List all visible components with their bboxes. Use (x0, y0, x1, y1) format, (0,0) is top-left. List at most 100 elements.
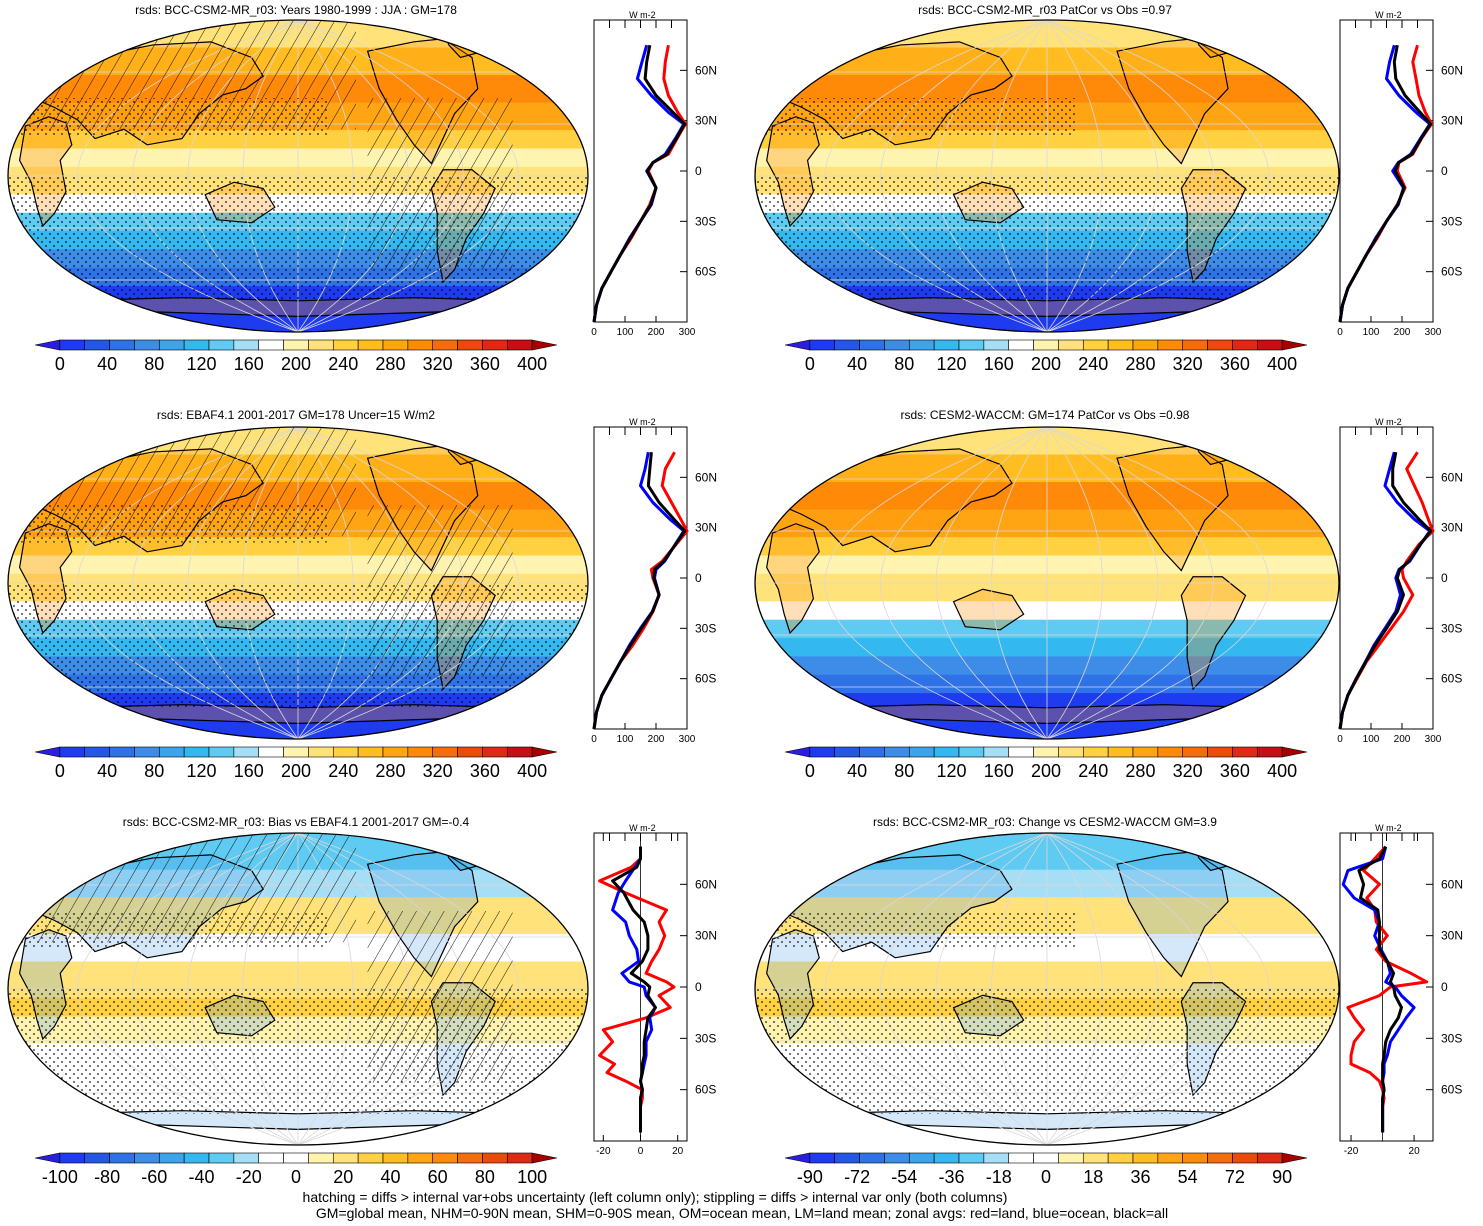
colorbar-swatch (233, 339, 260, 351)
colorbar-tick-label: 280 (375, 761, 405, 781)
colorbar-swatch (1182, 339, 1208, 351)
colorbar-swatch (506, 1152, 533, 1164)
graticule-lon (880, 427, 1048, 739)
colorbar-swatch (432, 746, 458, 758)
profile-unit-label: W m-2 (629, 10, 656, 20)
profile-x-tick-label: 0 (638, 1146, 644, 1157)
colorbar-swatch (233, 746, 260, 758)
profile-x-tick-label: -20 (596, 1146, 611, 1157)
profile-y-label: 0 (695, 571, 702, 585)
colorbar-tick-label: 160 (984, 761, 1014, 781)
profile-y-label: 60S (1441, 672, 1462, 686)
colorbar-swatch (1058, 339, 1084, 351)
panel-title-3: rsds: CESM2-WACCM: GM=174 PatCor vs Obs … (901, 408, 1190, 422)
colorbar-swatch (1207, 339, 1233, 351)
profile-y-label: 30S (1441, 1031, 1462, 1045)
colorbar-swatch (1033, 339, 1059, 351)
colorbar-swatch (1082, 339, 1109, 351)
colorbar-swatch (859, 339, 885, 351)
colorbar-swatch (158, 339, 185, 351)
colorbar-tick-label: 360 (1220, 761, 1250, 781)
colorbar-tick-label: 40 (847, 354, 867, 374)
colorbar-tick-label: 240 (1078, 354, 1108, 374)
colorbar-swatch (1033, 1152, 1059, 1164)
graticule-lon (935, 427, 1048, 739)
colorbar-tick-label: 0 (1041, 1167, 1051, 1187)
colorbar-swatch (382, 746, 409, 758)
colorbar-tick-label: 40 (97, 354, 117, 374)
profile-x-tick-label: 200 (1394, 327, 1411, 338)
map-0 (8, 20, 588, 332)
colorbar-tick-label: 320 (1173, 761, 1203, 781)
colorbar-swatch (1232, 1152, 1258, 1164)
colorbar-swatch (382, 339, 409, 351)
colorbar-tick-label: 0 (291, 1167, 301, 1187)
colorbar-swatch (332, 339, 359, 351)
colorbar-tick-label: 320 (423, 354, 453, 374)
colorbar-swatch (258, 1152, 284, 1164)
colorbar-swatch (233, 1152, 260, 1164)
profile-y-label: 60S (695, 265, 716, 279)
colorbar-swatch (332, 746, 359, 758)
colorbar-swatch (859, 1152, 885, 1164)
colorbar-swatch (432, 1152, 458, 1164)
profile-y-label: 60S (695, 672, 716, 686)
colorbar-tick-label: 120 (937, 354, 967, 374)
colorbar-swatch (283, 746, 309, 758)
colorbar-tick-label: -90 (797, 1167, 823, 1187)
profile-y-label: 30N (1441, 929, 1463, 943)
colorbar-swatch (407, 746, 434, 758)
colorbar-tick-label: 160 (234, 354, 264, 374)
colorbar-tick-label: 80 (144, 354, 164, 374)
colorbar-swatch (208, 1152, 235, 1164)
colorbar-swatch (859, 746, 885, 758)
profile-x-tick-label: 100 (1363, 734, 1380, 745)
colorbar-swatch (1157, 746, 1184, 758)
colorbar-tick-label: 360 (470, 354, 500, 374)
profile-y-label: 30S (1441, 214, 1462, 228)
colorbar-swatch (407, 1152, 434, 1164)
profile-y-label: 60N (695, 63, 717, 77)
colorbar-swatch (834, 746, 860, 758)
colorbar-tick-label: 80 (894, 761, 914, 781)
profile-series-all (1357, 846, 1403, 1133)
colorbar-swatch (834, 1152, 860, 1164)
profile-y-label: 60S (1441, 1083, 1462, 1097)
panel-title-0: rsds: BCC-CSM2-MR_r03: Years 1980-1999 :… (135, 3, 457, 17)
colorbar-swatch (357, 339, 384, 351)
profile-x-tick-label: -20 (1344, 1146, 1359, 1157)
stippling-overlay (755, 98, 1077, 136)
colorbar-tick-label: 40 (847, 761, 867, 781)
profile-x-tick-label: 100 (617, 327, 634, 338)
stippling-overlay (755, 989, 1339, 1114)
map-5 (755, 833, 1339, 1145)
hatching-overlay (37, 20, 356, 130)
colorbar-tick-label: 20 (333, 1167, 353, 1187)
map-border (754, 19, 1340, 333)
colorbar-tick-label: 400 (517, 761, 547, 781)
map-border (754, 426, 1340, 740)
colorbar-swatch (457, 339, 483, 351)
colorbar-swatch (109, 746, 135, 758)
colorbar-tick-label: 400 (1267, 761, 1297, 781)
colorbar-tick-label: -80 (94, 1167, 120, 1187)
colorbar-swatch (958, 746, 985, 758)
colorbar-swatch (183, 339, 210, 351)
colorbar-swatch (357, 1152, 384, 1164)
colorbar-swatch (1082, 746, 1109, 758)
colorbar-swatch (1256, 746, 1283, 758)
profile-x-tick-label: 300 (679, 327, 696, 338)
colorbar-swatch (158, 746, 185, 758)
colorbar-swatch (809, 746, 836, 758)
profile-series-all (611, 846, 657, 1133)
map-border (7, 426, 589, 740)
colorbar-swatch (1157, 1152, 1184, 1164)
footer-note-hatching: hatching = diffs > internal var+obs unce… (303, 1189, 1008, 1205)
profile-y-label: 60N (1441, 63, 1463, 77)
colorbar-end-low (34, 1152, 61, 1164)
colorbar-tick-label: 18 (1083, 1167, 1103, 1187)
hatching-overlay (367, 911, 513, 1083)
colorbar-tick-label: 0 (805, 354, 815, 374)
colorbar-end-high (1281, 1152, 1308, 1164)
graticule-lon (1046, 427, 1270, 739)
